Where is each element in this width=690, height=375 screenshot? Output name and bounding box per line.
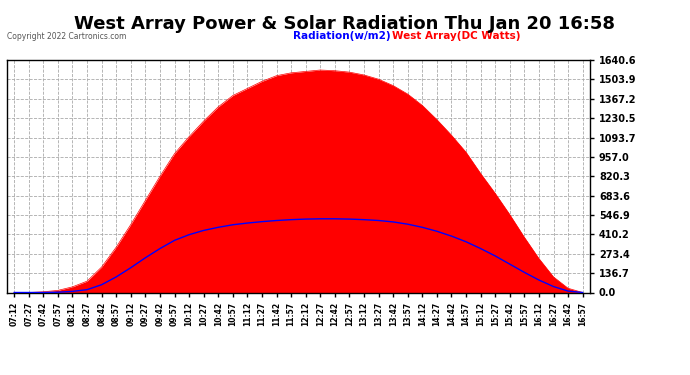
Text: Radiation(w/m2): Radiation(w/m2) bbox=[293, 32, 391, 41]
Text: West Array(DC Watts): West Array(DC Watts) bbox=[392, 32, 520, 41]
Text: Copyright 2022 Cartronics.com: Copyright 2022 Cartronics.com bbox=[7, 32, 126, 41]
Text: West Array Power & Solar Radiation Thu Jan 20 16:58: West Array Power & Solar Radiation Thu J… bbox=[75, 15, 615, 33]
